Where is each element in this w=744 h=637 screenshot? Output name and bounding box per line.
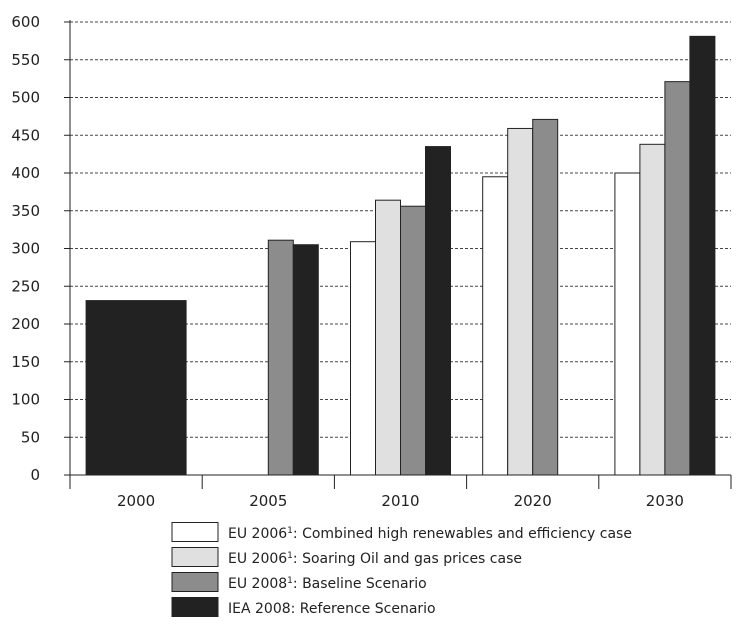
- bar: [614, 172, 641, 476]
- y-tick-label: 400: [11, 164, 40, 182]
- y-tick-label: 50: [21, 428, 40, 446]
- legend-label: EU 20081: Baseline Scenario: [228, 576, 427, 592]
- legend-swatch: [171, 597, 219, 617]
- x-tick-label: 2005: [249, 492, 287, 510]
- x-tick-label: 2000: [117, 492, 155, 510]
- y-tick-label: 550: [11, 51, 40, 69]
- legend-swatch: [171, 522, 219, 542]
- legend-label: EU 20061: Combined high renewables and e…: [228, 526, 632, 542]
- y-tick-label: 200: [11, 315, 40, 333]
- y-tick-label: 150: [11, 353, 40, 371]
- y-tick-label: 250: [11, 277, 40, 295]
- bar: [425, 146, 451, 476]
- y-tick-label: 100: [11, 391, 40, 409]
- bar: [400, 205, 426, 476]
- bar: [482, 176, 509, 476]
- legend-swatch: [171, 572, 219, 592]
- bar: [350, 241, 376, 476]
- bar: [664, 81, 691, 476]
- y-tick-label: 450: [11, 126, 40, 144]
- bar: [507, 127, 534, 476]
- bar: [689, 35, 716, 476]
- bar: [292, 244, 319, 476]
- y-tick-label: 300: [11, 240, 40, 258]
- x-tick-label: 2010: [381, 492, 419, 510]
- y-tick-label: 350: [11, 202, 40, 220]
- bar: [639, 143, 666, 476]
- x-tick-label: 2020: [514, 492, 552, 510]
- legend-label: EU 20061: Soaring Oil and gas prices cas…: [228, 551, 522, 567]
- y-tick-label: 0: [30, 466, 40, 484]
- y-tick-label: 500: [11, 89, 40, 107]
- bar: [375, 199, 401, 476]
- bar: [267, 239, 294, 476]
- y-tick-label: 600: [11, 13, 40, 31]
- bar: [532, 118, 559, 476]
- legend-swatch: [171, 547, 219, 567]
- x-tick-label: 2030: [646, 492, 684, 510]
- legend-label: IEA 2008: Reference Scenario: [228, 601, 436, 617]
- bar: [85, 300, 187, 476]
